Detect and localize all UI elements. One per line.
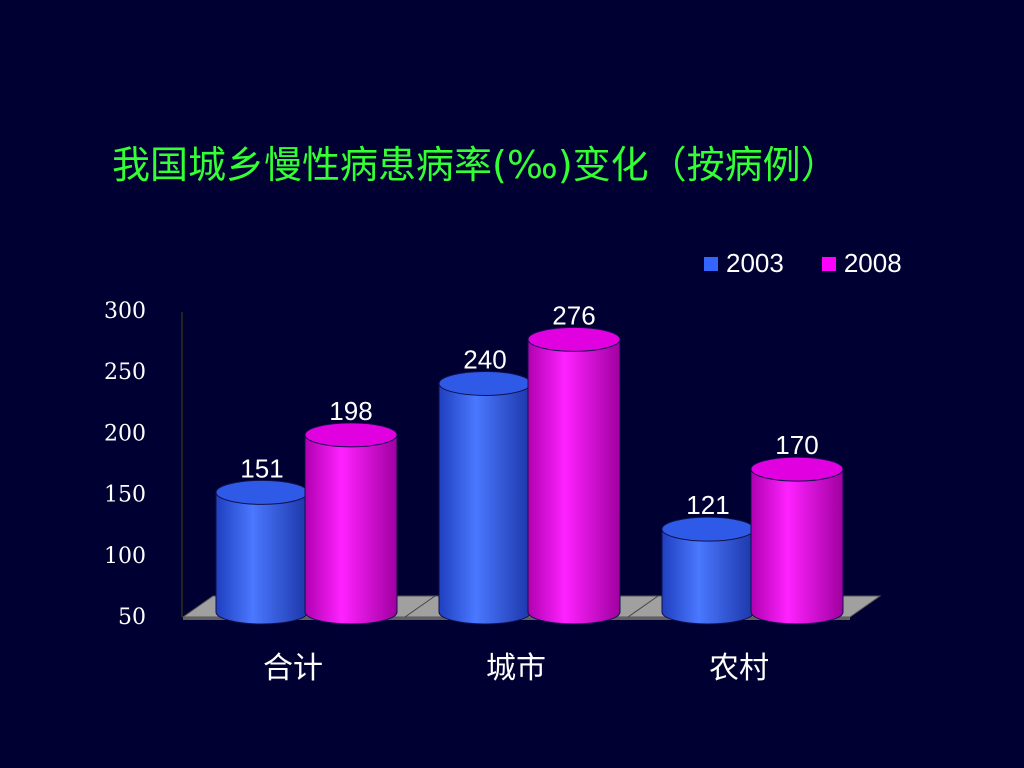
legend-label-2008: 2008 [843, 248, 902, 278]
bar-top [304, 422, 398, 448]
bar-body [438, 382, 532, 625]
y-axis: 300 250 200 150 100 50 [104, 299, 183, 630]
y-tick-label: 150 [104, 483, 146, 508]
data-label: 198 [329, 396, 372, 426]
floor-divider-2 [627, 595, 659, 618]
data-label: 276 [552, 300, 595, 330]
x-tick-label: 合计 [263, 651, 323, 686]
bar-top [661, 516, 755, 542]
bar-top [215, 479, 309, 505]
bar-body [215, 491, 309, 625]
y-tick-label: 100 [104, 544, 146, 569]
legend-swatch-2008 [821, 256, 836, 271]
bars: 151 198 240 276 121 170 [215, 300, 844, 625]
chart-title: 我国城乡慢性病患病率(‰)变化（按病例） [112, 143, 839, 187]
bar-2008-0: 198 [304, 396, 398, 625]
bar-2003-1: 240 [438, 344, 532, 625]
legend-item-2003: 2003 [704, 248, 784, 279]
y-tick-label: 300 [104, 299, 146, 324]
data-label: 170 [775, 430, 818, 460]
bar-2003-0: 151 [215, 453, 309, 625]
x-tick-label: 城市 [486, 651, 546, 686]
data-label: 151 [240, 453, 283, 483]
bar-2003-2: 121 [661, 490, 755, 625]
bar-top [750, 456, 844, 482]
bar-top [527, 326, 621, 352]
y-tick-label: 200 [104, 421, 146, 446]
data-label: 240 [463, 344, 506, 374]
y-tick-label: 250 [104, 360, 146, 385]
bar-body [750, 468, 844, 625]
legend: 2003 2008 [704, 248, 902, 279]
bar-body [304, 434, 398, 625]
bar-top [438, 370, 532, 396]
bar-2008-1: 276 [527, 300, 621, 625]
y-tick-label: 50 [118, 605, 146, 630]
legend-swatch-2003 [704, 256, 718, 271]
data-label: 121 [686, 490, 729, 520]
x-axis: 合计 城市 农村 [263, 651, 769, 686]
x-tick-label: 农村 [709, 651, 769, 686]
bar-2008-2: 170 [750, 430, 844, 625]
legend-item-2008: 2008 [821, 248, 902, 279]
legend-label-2003: 2003 [726, 248, 784, 278]
bar-body [661, 528, 755, 625]
floor-divider-1 [404, 595, 436, 618]
bar-body [527, 338, 621, 625]
